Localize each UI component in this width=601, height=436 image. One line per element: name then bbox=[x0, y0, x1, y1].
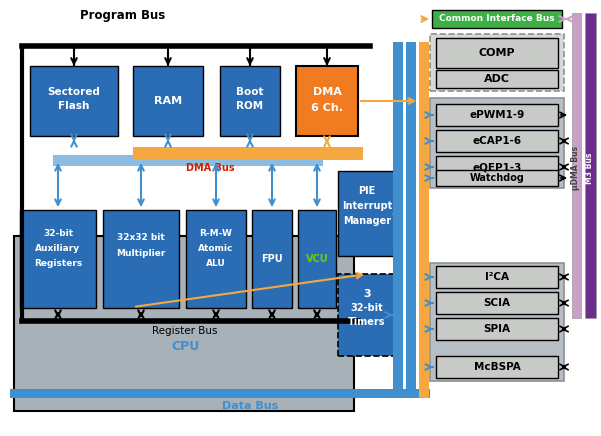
Text: eQEP1-3: eQEP1-3 bbox=[472, 162, 522, 172]
Text: SCIA: SCIA bbox=[483, 298, 510, 308]
Text: Common Interface Bus: Common Interface Bus bbox=[439, 14, 555, 24]
Bar bbox=[430, 34, 564, 91]
Bar bbox=[436, 104, 558, 126]
Text: μDMA Bus: μDMA Bus bbox=[572, 146, 581, 190]
Bar bbox=[393, 42, 403, 398]
Bar bbox=[20, 210, 96, 308]
Text: M3 Bus: M3 Bus bbox=[585, 152, 594, 184]
Text: VCU: VCU bbox=[306, 254, 328, 264]
Bar bbox=[406, 42, 416, 398]
Bar bbox=[436, 130, 558, 152]
Bar bbox=[103, 210, 179, 308]
Bar bbox=[436, 156, 558, 178]
Text: Register Bus: Register Bus bbox=[152, 326, 218, 336]
Text: CPU: CPU bbox=[171, 340, 199, 352]
Text: Watchdog: Watchdog bbox=[469, 173, 525, 183]
Text: Data Bus: Data Bus bbox=[222, 401, 278, 411]
Bar bbox=[186, 210, 246, 308]
Bar bbox=[436, 266, 558, 288]
Text: SPIA: SPIA bbox=[483, 324, 510, 334]
Bar bbox=[436, 356, 558, 378]
Text: 32-bit: 32-bit bbox=[43, 228, 73, 238]
Bar bbox=[436, 170, 558, 186]
Text: 3: 3 bbox=[363, 289, 371, 299]
Bar bbox=[220, 66, 280, 136]
Bar bbox=[572, 13, 581, 318]
Text: 32x32 bit: 32x32 bit bbox=[117, 234, 165, 242]
Bar bbox=[298, 210, 336, 308]
Text: DMA: DMA bbox=[313, 87, 341, 97]
Text: Registers: Registers bbox=[34, 259, 82, 268]
Text: Timers: Timers bbox=[348, 317, 386, 327]
Text: ADC: ADC bbox=[484, 74, 510, 84]
Bar bbox=[436, 292, 558, 314]
Text: Atomic: Atomic bbox=[198, 243, 234, 252]
Bar bbox=[14, 236, 354, 411]
Text: Flash: Flash bbox=[58, 101, 90, 111]
Text: ePWM1-9: ePWM1-9 bbox=[469, 110, 525, 120]
Bar bbox=[296, 66, 358, 136]
Text: COMP: COMP bbox=[478, 48, 515, 58]
Text: Program Bus: Program Bus bbox=[80, 10, 165, 23]
Bar bbox=[436, 38, 558, 68]
Text: Boot: Boot bbox=[236, 87, 264, 97]
Text: R-M-W: R-M-W bbox=[200, 228, 233, 238]
Bar bbox=[430, 263, 564, 381]
Bar bbox=[432, 10, 562, 28]
Text: FPU: FPU bbox=[261, 254, 283, 264]
Text: Multiplier: Multiplier bbox=[117, 249, 166, 258]
Text: eCAP1-6: eCAP1-6 bbox=[472, 136, 522, 146]
Text: Interrupt: Interrupt bbox=[342, 201, 392, 211]
Bar bbox=[436, 70, 558, 88]
Bar bbox=[133, 66, 203, 136]
Bar bbox=[10, 389, 430, 398]
Text: Sectored: Sectored bbox=[47, 87, 100, 97]
Text: ALU: ALU bbox=[206, 259, 226, 268]
Text: I²CA: I²CA bbox=[485, 272, 509, 282]
Bar bbox=[585, 13, 596, 318]
Bar bbox=[338, 274, 396, 356]
Bar bbox=[430, 98, 564, 188]
Text: RAM: RAM bbox=[154, 96, 182, 106]
Text: DMA Bus: DMA Bus bbox=[186, 163, 234, 173]
Bar bbox=[436, 318, 558, 340]
Bar bbox=[252, 210, 292, 308]
Bar bbox=[338, 171, 396, 256]
Text: PIE: PIE bbox=[358, 186, 376, 196]
Bar bbox=[133, 147, 363, 160]
Text: McBSPA: McBSPA bbox=[474, 362, 520, 372]
Text: 32-bit: 32-bit bbox=[350, 303, 383, 313]
Text: ROM: ROM bbox=[236, 101, 264, 111]
Text: Manager: Manager bbox=[343, 216, 391, 226]
Text: Auxiliary: Auxiliary bbox=[35, 243, 81, 252]
Bar bbox=[419, 42, 429, 398]
Text: 6 Ch.: 6 Ch. bbox=[311, 103, 343, 113]
Bar bbox=[30, 66, 118, 136]
